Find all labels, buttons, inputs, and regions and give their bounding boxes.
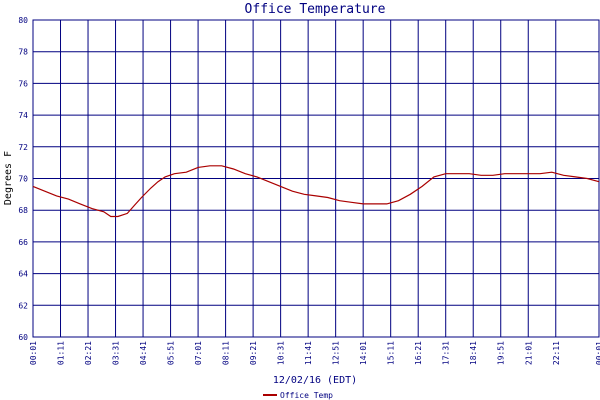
- x-axis-label: 12/02/16 (EDT): [273, 375, 357, 386]
- legend-label-office-temp: Office Temp: [280, 391, 333, 400]
- vertical-gridlines: [32, 20, 600, 337]
- y-tick-label: 64: [18, 270, 28, 279]
- y-tick-label: 62: [18, 301, 28, 310]
- y-tick-label: 60: [18, 333, 28, 342]
- y-tick-labels: 60 62 64 66 68 70 72 74 76 78 80: [18, 16, 28, 342]
- x-tick-label: 00:01: [29, 341, 38, 365]
- x-tick-label: 19:51: [497, 341, 506, 365]
- y-tick-label: 66: [18, 238, 28, 247]
- y-tick-label: 68: [18, 206, 28, 215]
- y-tick-label: 74: [18, 111, 28, 120]
- x-tick-label: 08:11: [222, 341, 231, 365]
- x-tick-label: 17:31: [442, 341, 451, 365]
- x-tick-label: 00:01: [595, 341, 600, 365]
- x-tick-label: 09:21: [249, 341, 258, 365]
- legend: Office Temp: [263, 391, 333, 400]
- horizontal-gridlines: [33, 19, 599, 338]
- x-tick-labels: 00:01 01:11 02:21 03:31 04:41 05:51 07:01 08:11…: [29, 341, 600, 365]
- x-tick-label: 12:51: [332, 341, 341, 365]
- x-tick-label: 01:11: [57, 341, 66, 365]
- x-tick-label: 14:01: [359, 341, 368, 365]
- chart-title: Office Temperature: [245, 2, 386, 17]
- x-tick-label: 04:41: [139, 341, 148, 365]
- x-tick-label: 15:11: [387, 341, 396, 365]
- y-tick-label: 72: [18, 143, 28, 152]
- y-tick-label: 80: [18, 16, 28, 25]
- x-tick-label: 16:21: [414, 341, 423, 365]
- x-tick-label: 10:31: [277, 341, 286, 365]
- x-tick-label: 02:21: [84, 341, 93, 365]
- x-tick-label: 21:01: [524, 341, 533, 365]
- x-tick-label: 22:11: [552, 341, 561, 365]
- x-tick-label: 03:31: [112, 341, 121, 365]
- series-line-office-temp: [32, 165, 600, 218]
- x-tick-label: 07:01: [194, 341, 203, 365]
- y-tick-label: 76: [18, 79, 28, 88]
- y-tick-label: 78: [18, 48, 28, 57]
- y-tick-label: 70: [18, 175, 28, 184]
- x-tick-label: 11:41: [304, 341, 313, 365]
- y-axis-label: Degrees F: [3, 151, 14, 205]
- x-tick-label: 05:51: [167, 341, 176, 365]
- x-tick-label: 18:41: [469, 341, 478, 365]
